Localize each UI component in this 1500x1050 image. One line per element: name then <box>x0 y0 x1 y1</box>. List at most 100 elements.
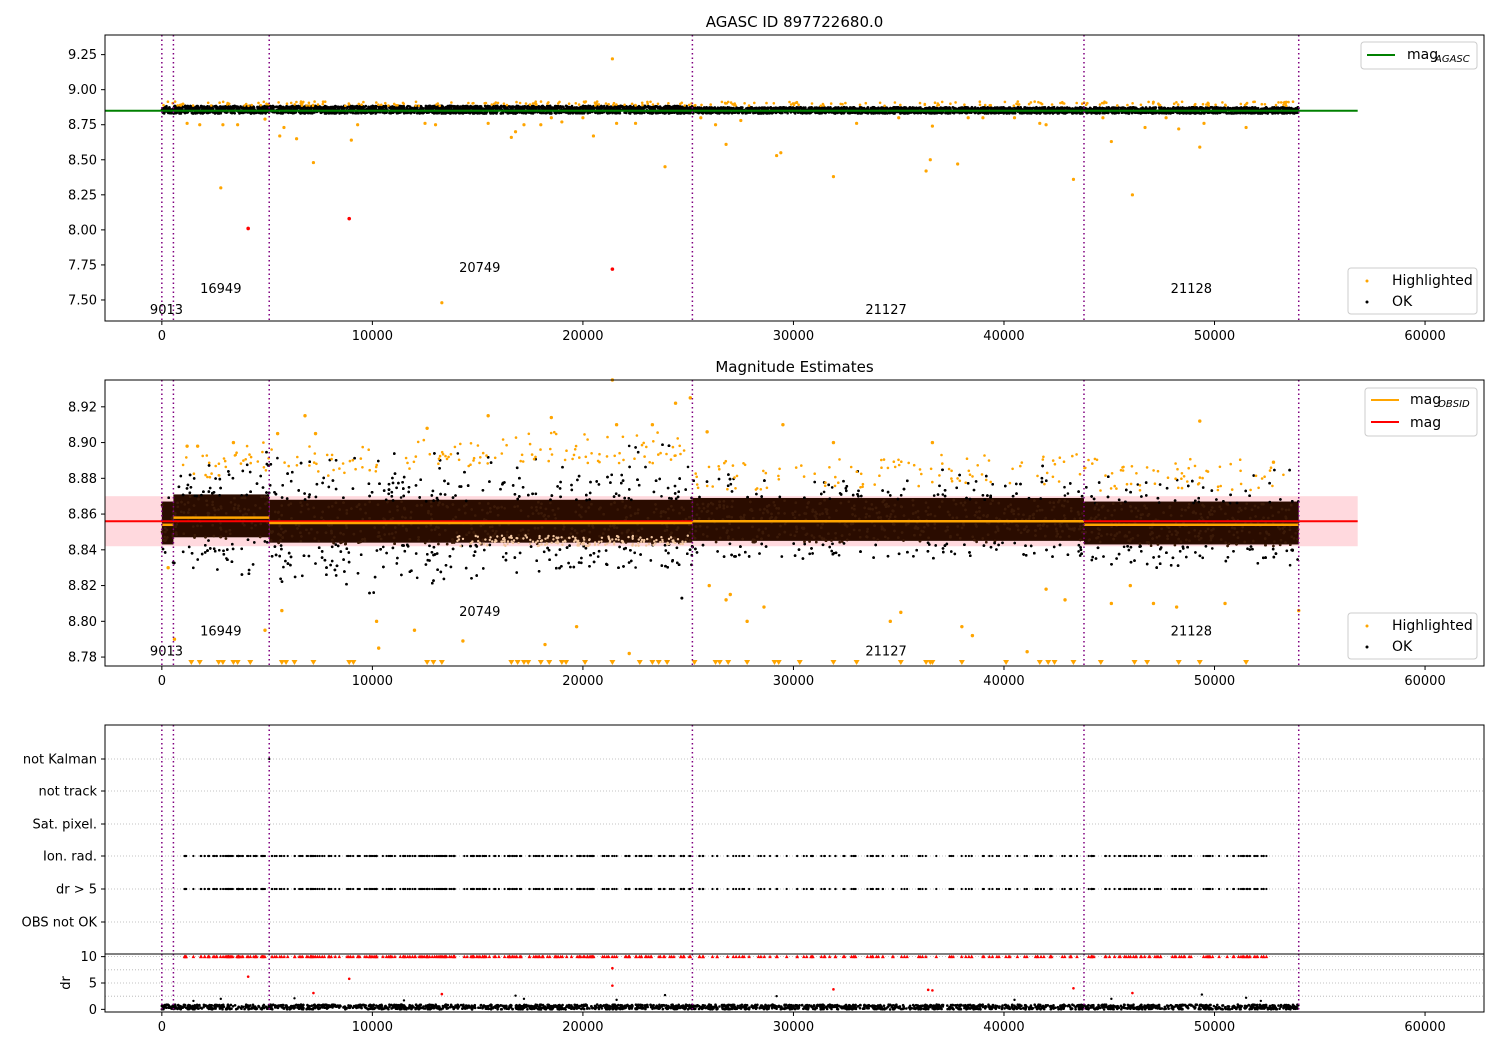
top-ok-point <box>442 111 445 115</box>
top-ok-point <box>351 104 354 108</box>
top-ok-point <box>229 106 233 110</box>
top-ok-point <box>230 111 233 115</box>
top-ok-point <box>456 106 459 109</box>
top-ok-point <box>296 107 300 110</box>
top-title: AGASC ID 897722680.0 <box>706 13 884 31</box>
top-ok-point <box>299 112 302 115</box>
top-ok-point <box>302 111 305 115</box>
top-ok-point <box>374 112 377 115</box>
top-ok-point <box>657 106 660 110</box>
top-ok-point <box>260 107 263 110</box>
top-ok-point <box>525 105 529 108</box>
top-ok-point <box>576 107 579 110</box>
top-ok-point <box>500 104 503 108</box>
top-ok-point <box>231 104 235 108</box>
top-ok-point <box>627 105 630 109</box>
top-ok-point <box>1051 112 1055 115</box>
top-ok-point <box>663 112 666 115</box>
top-ok-point <box>188 106 192 109</box>
top-ok-point <box>409 111 413 115</box>
top-ok-point <box>605 106 609 109</box>
top-ok-point <box>676 111 680 115</box>
top-ok-point <box>638 111 642 115</box>
top-ok-point <box>666 104 669 108</box>
top-ok-point <box>676 104 680 108</box>
top-ok-point <box>1144 106 1148 109</box>
top-ok-point <box>427 104 430 108</box>
top-ok-point <box>383 105 386 109</box>
top-ok-point <box>369 106 373 110</box>
top-ok-point <box>730 112 734 115</box>
top-ok-point <box>588 104 592 108</box>
top-ok-point <box>578 111 582 115</box>
top-ok-point <box>448 104 452 108</box>
top-ok-point <box>184 104 187 108</box>
top-ok-point <box>570 105 573 109</box>
top-ok-point <box>226 106 230 109</box>
top-ok-point <box>492 106 495 110</box>
top-ok-point <box>467 107 471 110</box>
top-ok-point <box>256 106 259 109</box>
top-ok-point <box>216 105 219 109</box>
top-ok-point <box>466 104 469 108</box>
top-ok-point <box>307 111 310 115</box>
top-ok-point <box>185 107 188 110</box>
top-panel: AGASC ID 897722680.0 9013169492074921127… <box>68 13 1485 344</box>
top-ok-point <box>730 106 733 110</box>
top-ok-point <box>508 111 512 115</box>
top-ok-point <box>252 105 256 109</box>
top-ok-point <box>180 106 184 110</box>
top-ok-point <box>685 107 688 110</box>
top-ok-point <box>399 106 403 110</box>
top-ok-point <box>580 105 584 109</box>
top-ok-point <box>1250 111 1254 114</box>
top-ok-point <box>420 111 423 115</box>
top-ok-point <box>285 107 289 110</box>
top-ok-point <box>191 112 195 115</box>
top-ok-point <box>600 107 604 110</box>
top-ok-point <box>426 107 430 110</box>
top-ok-point <box>195 104 199 108</box>
top-ok-point <box>310 111 314 115</box>
top-ok-point <box>261 112 264 115</box>
top-ok-point <box>413 111 416 114</box>
top-ok-point <box>595 107 599 110</box>
top-ok-point <box>405 105 409 109</box>
top-ok-point <box>1239 111 1242 115</box>
top-ok-point <box>474 106 478 109</box>
top-ok-point <box>571 112 575 115</box>
top-ok-point <box>502 105 506 108</box>
top-ok-point <box>494 106 498 109</box>
top-ok-point <box>510 105 513 108</box>
top-ok-point <box>1130 111 1134 115</box>
top-ok-point <box>239 105 242 108</box>
top-ok-point <box>271 106 274 110</box>
top-ok-point <box>290 106 293 109</box>
top-ok-point <box>453 105 457 108</box>
top-ok-point <box>280 107 283 110</box>
top-ok-point <box>316 106 319 109</box>
top-ok-point <box>560 106 563 109</box>
top-ok-point <box>213 105 217 108</box>
top-ok-point <box>549 105 552 109</box>
top-ok-point <box>351 111 355 115</box>
top-ok-point <box>324 112 328 115</box>
top-ok-point <box>556 104 560 108</box>
top-ok-point <box>569 112 572 115</box>
top-ok-point <box>542 111 545 115</box>
top-ok-point <box>1132 106 1135 109</box>
top-ok-point <box>236 106 239 109</box>
top-ok-point <box>206 111 210 114</box>
top-ok-point <box>678 106 682 109</box>
top-plot-area <box>105 35 1358 321</box>
top-ok-point <box>515 107 518 110</box>
top-ok-point <box>371 104 374 108</box>
top-ok-point <box>643 111 646 115</box>
top-ok-point <box>631 105 635 109</box>
top-ok-point <box>663 105 666 109</box>
top-ok-point <box>356 106 360 110</box>
top-ok-point <box>346 111 349 114</box>
top-ok-point <box>281 111 284 115</box>
top-ok-point <box>401 105 405 108</box>
